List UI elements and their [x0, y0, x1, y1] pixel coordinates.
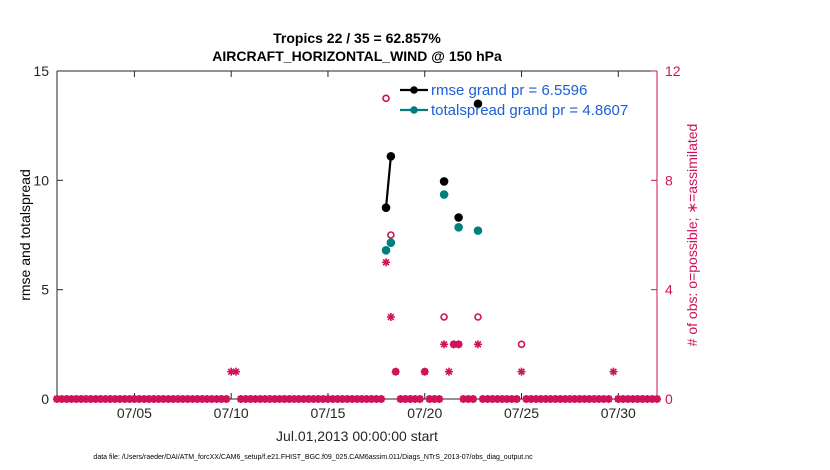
obs-zero-possible-marker [435, 395, 444, 403]
obs-possible-marker [517, 340, 526, 349]
obs-zero-possible-marker [512, 395, 521, 403]
obs-assimilated-marker [609, 367, 618, 376]
y-right-tick-label: 4 [665, 282, 673, 298]
legend-rmse-label: rmse grand pr = 6.5596 [431, 82, 587, 99]
obs-assimilated-marker [391, 367, 400, 376]
obs-zero-possible-marker [222, 395, 231, 403]
obs-zero-possible-marker [653, 395, 661, 403]
y-right-tick-label: 12 [665, 63, 681, 79]
y-left-tick-label: 0 [41, 391, 49, 407]
chart-title-line1: Tropics 22 / 35 = 62.857% [273, 30, 441, 46]
data-file-footer: data file: /Users/raeder/DAI/ATM_forcXX/… [93, 454, 533, 461]
rmse-point [381, 203, 391, 212]
obs-assimilated-marker [517, 367, 526, 376]
x-axis-label: Jul.01,2013 00:00:00 start [276, 428, 438, 444]
totalspread-point [454, 223, 463, 232]
totalspread-point [381, 246, 391, 255]
obs-zero-possible-marker [377, 395, 385, 403]
obs-zero-possible-marker [416, 395, 424, 403]
obs-assimilated-marker [386, 313, 395, 321]
rmse-point [454, 213, 463, 222]
legend-totalspread-marker [410, 106, 418, 114]
y-left-tick-label: 5 [41, 282, 49, 298]
totalspread-point [473, 226, 483, 235]
y-right-tick-label: 0 [665, 391, 673, 407]
legend-rmse-marker [410, 86, 418, 94]
obs-assimilated-marker [440, 340, 449, 349]
obs-assimilated-marker [420, 367, 429, 376]
rmse-point [386, 151, 396, 161]
totalspread-point [439, 190, 449, 199]
rmse-line-segment [384, 156, 392, 208]
y-axis-left-label: rmse and totalspread [17, 169, 33, 301]
obs-assimilated-marker [382, 258, 391, 267]
rmse-point [439, 177, 449, 186]
y-left-tick-label: 15 [33, 63, 49, 79]
y-right-tick-label: 8 [665, 172, 673, 188]
x-tick-label: 07/25 [504, 405, 539, 421]
x-tick-label: 07/05 [117, 405, 152, 421]
y-axis-right-label: # of obs: o=possible; ∗=assimilated [684, 124, 700, 347]
plot-area: 07/05 07/10 07/15 07/20 07/25 07/30 0 5 10 15 0 4 8 1… [33, 63, 680, 421]
x-tick-label: 07/15 [310, 405, 345, 421]
obs-possible-marker [440, 313, 448, 321]
obs-assimilated-marker [449, 340, 458, 349]
obs-zero-possible-marker [604, 395, 613, 403]
obs-zero-possible-marker [469, 395, 477, 403]
obs-assimilated-marker [232, 367, 241, 376]
obs-assimilated-marker [473, 340, 482, 349]
obs-possible-marker [474, 313, 482, 321]
obs-possible-marker [387, 231, 395, 239]
obs-assimilated-marker [444, 367, 453, 376]
x-tick-label: 07/20 [407, 405, 442, 421]
chart-title-line2: AIRCRAFT_HORIZONTAL_WIND @ 150 hPa [212, 48, 502, 64]
x-tick-label: 07/10 [214, 405, 249, 421]
x-tick-label: 07/30 [601, 405, 636, 421]
legend-totalspread-label: totalspread grand pr = 4.8607 [431, 102, 628, 119]
rmse-point [473, 99, 483, 109]
obs-possible-marker [382, 94, 390, 103]
totalspread-point [386, 238, 396, 247]
y-left-tick-label: 10 [33, 172, 49, 188]
